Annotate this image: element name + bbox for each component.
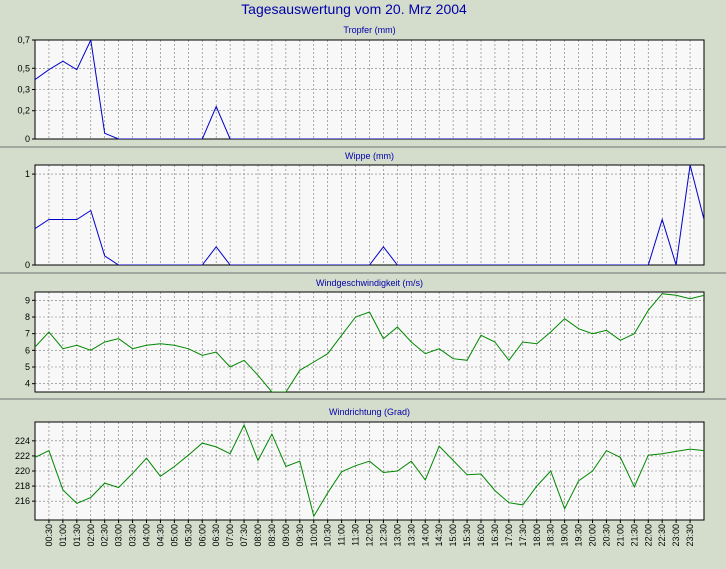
x-tick-label: 08:30 [267, 524, 277, 547]
x-tick-label: 03:00 [114, 524, 124, 547]
x-tick-label: 21:00 [615, 524, 625, 547]
y-tick-label: 218 [15, 481, 30, 491]
y-tick-label: 0,3 [17, 85, 30, 95]
x-tick-label: 12:00 [365, 524, 375, 547]
panel-tropfer-mm: Tropfer (mm) 0 0,2 0,3 0,5 0,7 [0, 25, 726, 148]
x-tick-label: 04:00 [142, 524, 152, 547]
x-tick-label: 15:30 [462, 524, 472, 547]
x-tick-label: 11:00 [337, 524, 347, 546]
y-tick-label: 7 [25, 329, 30, 339]
y-tick-label: 0 [25, 260, 30, 270]
x-tick-label: 05:30 [183, 524, 193, 547]
x-tick-label: 13:00 [392, 524, 402, 547]
x-tick-label: 19:30 [574, 524, 584, 547]
x-tick-label: 14:30 [434, 524, 444, 547]
x-tick-label: 01:00 [58, 524, 68, 547]
y-tick-label: 0,7 [17, 35, 30, 45]
x-tick-label: 02:30 [100, 524, 110, 547]
y-tick-label: 9 [25, 295, 30, 305]
y-tick-label: 216 [15, 496, 30, 506]
x-tick-label: 03:30 [128, 524, 138, 547]
x-tick-label: 22:00 [643, 524, 653, 547]
panel-title: Tropfer (mm) [343, 25, 395, 35]
x-tick-label: 04:30 [155, 524, 165, 547]
panel-wippe-mm: Wippe (mm) 0 1 [0, 151, 726, 274]
x-tick-label: 21:30 [629, 524, 639, 547]
panels: Tropfer (mm) 0 0,2 0,3 0,5 0,7 Wippe (mm) 0 1 Win… [0, 25, 726, 521]
plot-frame [34, 291, 705, 393]
y-tick-label: 0 [25, 134, 30, 144]
x-tick-label: 07:30 [239, 524, 249, 547]
x-tick-label: 07:00 [225, 524, 235, 547]
x-tick-label: 16:30 [490, 524, 500, 547]
x-tick-label: 00:30 [44, 524, 54, 547]
x-tick-label: 20:30 [601, 524, 611, 547]
y-tick-label: 6 [25, 345, 30, 355]
x-tick-label: 01:30 [72, 524, 82, 547]
x-axis: 00:30 01:00 01:30 02:00 02:30 03:00 03:30 04:00… [44, 520, 695, 547]
x-tick-label: 22:30 [657, 524, 667, 547]
y-tick-label: 1 [25, 169, 30, 179]
x-tick-label: 02:00 [86, 524, 96, 547]
x-tick-label: 14:00 [420, 524, 430, 547]
series-line-windgeschwindigkeit-m-s [35, 293, 704, 392]
y-tick-label: 0,2 [17, 106, 30, 116]
y-tick-label: 220 [15, 466, 30, 476]
x-tick-label: 15:00 [448, 524, 458, 547]
y-tick-label: 8 [25, 312, 30, 322]
x-tick-label: 19:00 [560, 524, 570, 547]
panel-title: Wippe (mm) [345, 151, 394, 161]
panel-windrichtung-grad: Windrichtung (Grad) 216 218 220 222 224 [15, 407, 705, 521]
y-tick-label: 4 [25, 379, 30, 389]
y-tick-label: 222 [15, 451, 30, 461]
x-tick-label: 20:00 [588, 524, 598, 547]
panel-windgeschwindigkeit-m-s: Windgeschwindigkeit (m/s) 4 5 6 7 8 9 [0, 278, 726, 400]
x-tick-label: 09:30 [295, 524, 305, 547]
x-tick-label: 09:00 [281, 524, 291, 547]
x-tick-label: 08:00 [253, 524, 263, 547]
y-tick-label: 0,5 [17, 63, 30, 73]
x-tick-label: 17:00 [504, 524, 514, 547]
x-tick-label: 18:30 [546, 524, 556, 547]
x-tick-label: 13:30 [406, 524, 416, 547]
x-tick-label: 23:30 [685, 524, 695, 547]
x-tick-label: 17:30 [518, 524, 528, 547]
page-title: Tagesauswertung vom 20. Mrz 2004 [241, 1, 467, 17]
x-tick-label: 12:30 [378, 524, 388, 547]
y-tick-label: 224 [15, 436, 30, 446]
series-line-windrichtung-grad [35, 423, 704, 518]
panel-title: Windrichtung (Grad) [329, 407, 410, 417]
x-tick-label: 23:00 [671, 524, 681, 547]
x-tick-label: 05:00 [169, 524, 179, 547]
y-tick-label: 5 [25, 362, 30, 372]
x-tick-label: 10:00 [309, 524, 319, 547]
x-tick-label: 11:30 [351, 524, 361, 546]
x-tick-label: 06:00 [197, 524, 207, 547]
x-tick-label: 10:30 [323, 524, 333, 547]
x-tick-label: 18:00 [532, 524, 542, 547]
x-tick-label: 06:30 [211, 524, 221, 547]
x-tick-label: 16:00 [476, 524, 486, 547]
panel-title: Windgeschwindigkeit (m/s) [316, 278, 423, 288]
